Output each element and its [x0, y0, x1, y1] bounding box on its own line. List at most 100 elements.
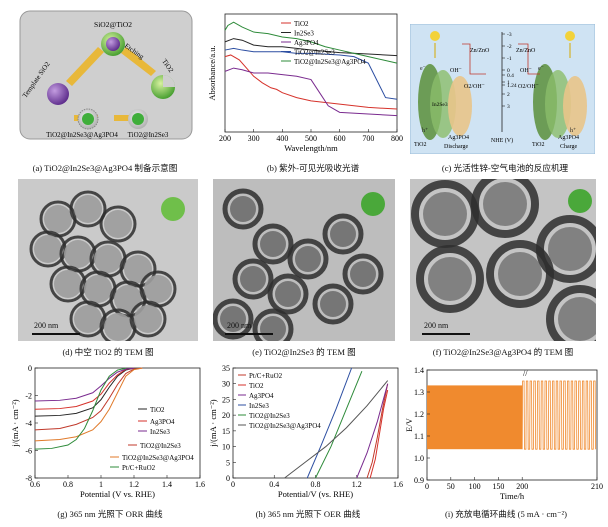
sun-icon — [430, 31, 440, 58]
tem-particle-core — [548, 227, 592, 271]
y-tick-label: 1.2 — [414, 410, 424, 419]
tem-particle-core — [330, 221, 356, 247]
panel-f: 200 nm — [410, 179, 596, 341]
x-tick-label: 1.2 — [352, 480, 362, 489]
x-axis-label: Time/h — [500, 491, 525, 501]
label-oh-left: OH⁻ — [450, 68, 462, 74]
series-line-1 — [369, 389, 389, 479]
tem-particle — [287, 238, 329, 280]
series-line-2 — [34, 367, 135, 402]
y-tick-label: 10 — [222, 443, 230, 452]
core-shell-sphere-icon — [361, 192, 385, 216]
tem-particle — [252, 308, 294, 341]
y-axis-label: j/(mA · cm⁻²) — [208, 399, 218, 447]
series-line-3 — [34, 367, 143, 431]
y-tick-label: 1.3 — [414, 388, 424, 397]
label-zn-left: Zn/ZnO — [470, 48, 490, 54]
x-axis-label: Potential (V vs. RHE) — [80, 489, 155, 499]
tem-particle-core — [94, 245, 122, 273]
tem-particle — [252, 223, 294, 265]
nhe-tick-label: 2 — [507, 92, 510, 98]
legend-entry: TiO2@In2Se3 — [249, 412, 290, 420]
nhe-tick-label: 0 — [507, 68, 510, 74]
arrow-right — [121, 47, 156, 76]
x-tick-label: 1 — [99, 480, 103, 489]
y-tick-label: 1.1 — [414, 432, 424, 441]
legend-entry: Ag3PO4 — [249, 392, 274, 400]
tem-particle-core — [74, 305, 102, 333]
label-in2se3: In2Se3 — [432, 102, 448, 108]
tem-particle-core — [275, 281, 301, 307]
x-tick-label: 200 — [516, 482, 528, 491]
tem-particle-core — [104, 313, 132, 341]
tem-particle-core — [428, 257, 472, 301]
nhe-tick-label: -1 — [507, 56, 512, 62]
scale-bar-d — [32, 333, 80, 335]
x-tick-label: 0.8 — [63, 480, 73, 489]
tem-particle — [342, 253, 384, 295]
label-charge: Charge — [560, 144, 578, 150]
tem-image-f — [410, 179, 596, 341]
y-tick-label: 0 — [226, 474, 230, 483]
x-tick-label: 0.6 — [30, 480, 40, 489]
tem-particle-core — [558, 297, 596, 341]
y-tick-label: -2 — [25, 392, 32, 401]
nhe-label: NHE (V) — [491, 137, 513, 144]
y-tick-label: -8 — [25, 474, 32, 483]
diagram-background — [19, 10, 193, 140]
x-tick-label: 1.4 — [162, 480, 172, 489]
label-hole: h⁺ — [570, 128, 576, 134]
x-tick-label: 0.4 — [269, 480, 279, 489]
label-ag3po4-right: Ag3PO4 — [558, 135, 579, 141]
legend-entry: TiO2 — [249, 382, 264, 390]
legend-entry: Pt/C+RuO2 — [122, 464, 156, 472]
label-hole: h⁺ — [422, 128, 428, 134]
tem-particle — [322, 213, 364, 255]
tem-particle-core — [104, 210, 132, 238]
label-oh-right: OH⁻ — [520, 68, 532, 74]
x-axis-label: Potential/V (vs. RHE) — [278, 489, 353, 499]
y-axis-label: Absorbance/a.u. — [207, 45, 217, 100]
panel-c: -3 -2 -1 0 0.4 1 1.24 2 3 NHE (V) Zn/ZnO Zn/ZnO … — [410, 24, 595, 154]
label-discharge: Discharge — [444, 144, 469, 150]
caption-d: (d) 中空 TiO2 的 TEM 图 — [62, 347, 154, 357]
series-line-5 — [284, 380, 389, 479]
label-bottom-right: TiO2@In2Se3 — [128, 131, 169, 139]
label-o2-right: O2/OH⁻ — [518, 84, 539, 90]
label-zn-right: Zn/ZnO — [516, 48, 536, 54]
cycling-chart: 0 50 100 150 200 210 0.9 1.0 1.1 1.2 1.3 1.4 // Time/… — [405, 366, 603, 501]
tem-particle — [99, 308, 137, 341]
y-axis-label: j/(mA · cm⁻²) — [10, 399, 20, 447]
tem-particle — [312, 283, 354, 325]
x-tick-label: 300 — [248, 134, 260, 143]
legend-entry: Pt/C+RuO2 — [249, 372, 283, 380]
label-tio2-right: TiO2 — [532, 142, 544, 148]
series-line-2 — [356, 383, 389, 479]
scale-bar-f — [422, 333, 470, 335]
tem-particle-core — [34, 235, 62, 263]
y-tick-label: 30 — [222, 380, 230, 389]
x-tick-label: 200 — [219, 134, 231, 143]
nhe-tick-label: -3 — [507, 32, 512, 38]
y-tick-label: 0 — [28, 364, 32, 373]
scale-bar-e — [225, 333, 273, 335]
scale-bar-label-d: 200 nm — [34, 321, 59, 330]
series-line-0 — [34, 367, 135, 417]
caption-e: (e) TiO2@In2Se3 的 TEM 图 — [252, 347, 356, 357]
x-tick-label: 400 — [276, 134, 288, 143]
core-shell-sphere-icon — [568, 189, 592, 213]
cycling-band — [427, 385, 523, 450]
legend-entry: TiO2@In2Se3@Ag3PO4 — [122, 454, 194, 462]
series-line-0 — [366, 383, 389, 479]
x-tick-label: 50 — [447, 482, 455, 491]
tem-particle-core — [84, 275, 112, 303]
tem-particle — [222, 188, 264, 230]
series-line-5 — [34, 367, 126, 450]
y-tick-label: 1.0 — [414, 454, 424, 463]
tem-particle-core — [74, 195, 102, 223]
tem-particle-core — [260, 231, 286, 257]
tem-particle-core — [220, 306, 246, 332]
caption-i: (i) 充放电循环曲线 (5 mA · cm⁻²) — [445, 509, 567, 519]
nhe-tick-label: 3 — [507, 104, 510, 110]
